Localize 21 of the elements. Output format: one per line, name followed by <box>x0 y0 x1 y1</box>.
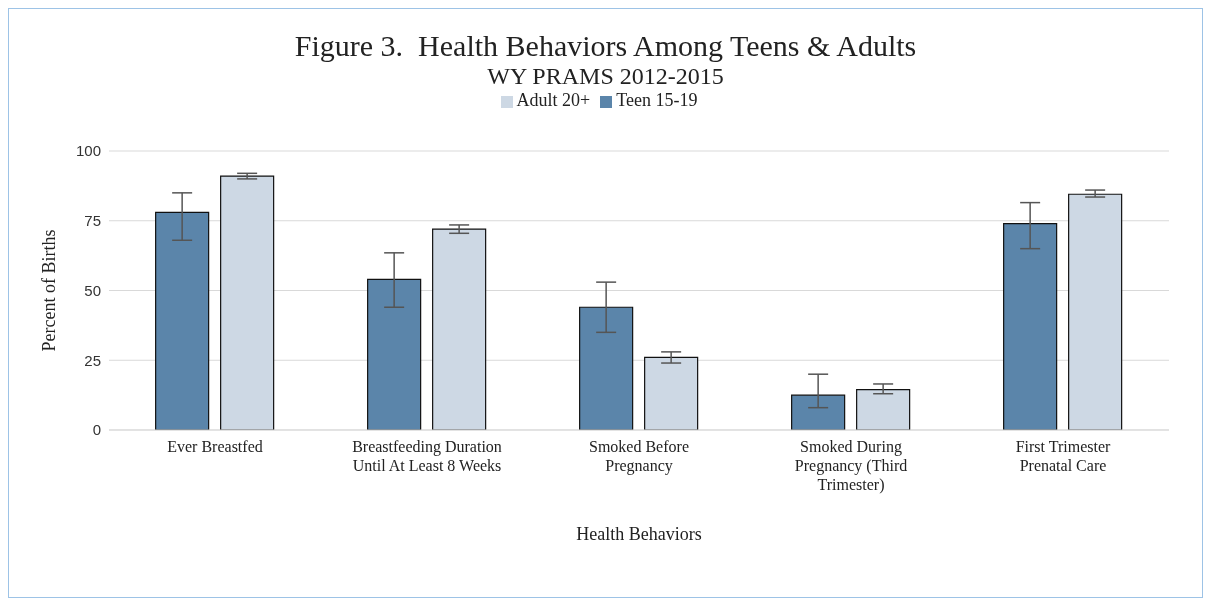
x-tick-label: Ever Breastfed <box>167 438 263 455</box>
chart-subtitle: WY PRAMS 2012-2015 <box>486 63 725 90</box>
x-tick-label: Smoked Before Pregnancy <box>589 438 689 475</box>
y-tick-label: 100 <box>75 142 101 160</box>
chart-title: Figure 3. Health Behaviors Among Teens & Adults <box>293 29 918 63</box>
x-axis-title: Health Behaviors <box>576 524 702 544</box>
bar <box>579 306 634 430</box>
x-tick-label: Breastfeeding Duration Until At Least 8 Weeks <box>352 438 502 474</box>
y-tick-label: 75 <box>84 212 101 230</box>
y-axis-title: Percent of Births <box>39 229 60 352</box>
y-tick-label: 0 <box>92 421 101 439</box>
bar <box>367 278 422 430</box>
bar <box>791 394 846 430</box>
y-tick-label: 25 <box>84 351 101 369</box>
y-tick-label: 50 <box>84 281 101 299</box>
legend-label: Adult 20+ <box>516 90 591 110</box>
x-tick-label: Smoked During Pregnancy (Third Trimester) <box>794 438 908 494</box>
bar <box>155 211 210 430</box>
x-tick-label: First Trimester Prenatal Care <box>1015 438 1112 474</box>
bar <box>1003 222 1058 430</box>
legend-label: Teen 15-19 <box>616 90 698 110</box>
